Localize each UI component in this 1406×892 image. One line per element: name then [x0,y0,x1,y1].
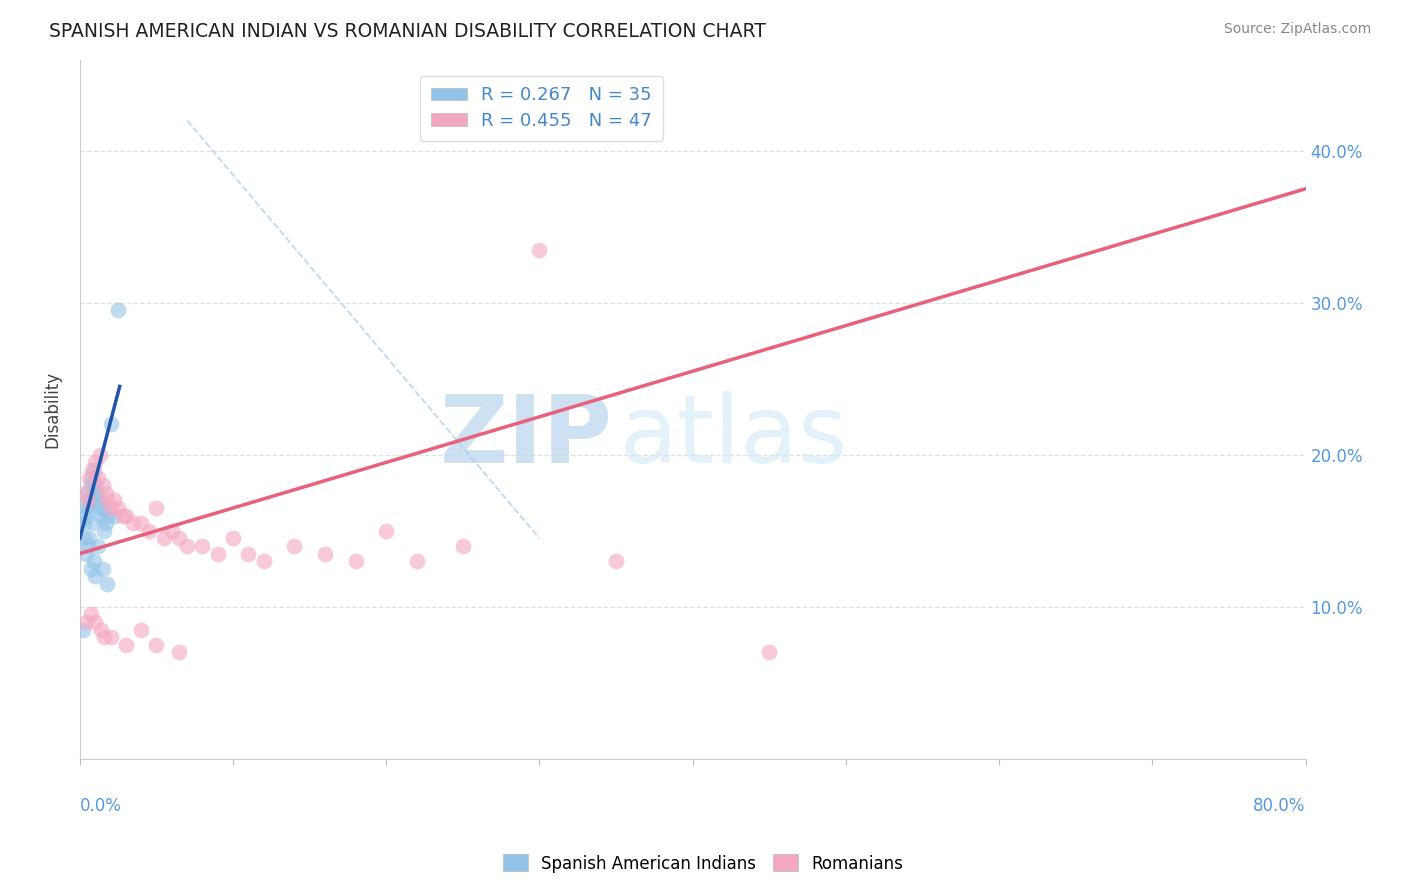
Point [451,539,474,553]
Point [73,485,96,500]
Text: atlas: atlas [619,392,848,483]
Point [107,303,129,318]
Point [75,508,97,523]
Point [76,539,98,553]
Point [82,463,104,477]
Point [100,630,122,644]
Point [176,539,198,553]
Legend: Spanish American Indians, Romanians: Spanish American Indians, Romanians [496,847,910,880]
Point [79,562,101,576]
Point [169,532,191,546]
Point [76,485,98,500]
Point [222,532,245,546]
Point [86,485,108,500]
Point [91,562,114,576]
Point [160,524,183,538]
Point [129,623,152,637]
Point [76,493,98,508]
Text: Source: ZipAtlas.com: Source: ZipAtlas.com [1223,22,1371,37]
Point [73,532,96,546]
Point [73,516,96,531]
Point [87,470,110,484]
Point [75,500,97,515]
Point [93,524,115,538]
Point [207,547,229,561]
Point [94,485,117,500]
Point [77,532,100,546]
Point [153,532,176,546]
Text: ZIP: ZIP [440,392,613,483]
Point [103,493,125,508]
Point [84,478,107,492]
Point [84,485,107,500]
Point [605,554,627,568]
Point [114,508,136,523]
Point [87,539,110,553]
Point [87,493,110,508]
Y-axis label: Disability: Disability [44,371,60,448]
Point [84,615,107,629]
Point [96,493,118,508]
Point [169,645,191,659]
Point [145,500,167,515]
Point [96,577,118,591]
Point [111,508,134,523]
Point [89,500,111,515]
Point [122,516,145,531]
Point [91,500,114,515]
Point [84,455,107,469]
Point [96,508,118,523]
Text: SPANISH AMERICAN INDIAN VS ROMANIAN DISABILITY CORRELATION CHART: SPANISH AMERICAN INDIAN VS ROMANIAN DISA… [49,22,766,41]
Point [83,554,105,568]
Point [72,623,94,637]
Legend: R = 0.267   N = 35, R = 0.455   N = 47: R = 0.267 N = 35, R = 0.455 N = 47 [420,76,662,141]
Point [90,508,112,523]
Point [253,554,276,568]
Point [100,500,122,515]
Point [406,554,429,568]
Point [191,539,214,553]
Point [75,615,97,629]
Point [77,470,100,484]
Point [758,645,780,659]
Point [82,470,104,484]
Point [79,493,101,508]
Point [283,539,305,553]
Point [90,623,112,637]
Point [76,493,98,508]
Point [344,554,367,568]
Point [83,463,105,477]
Point [79,607,101,622]
Point [238,547,260,561]
Point [75,547,97,561]
Point [314,547,336,561]
Point [138,524,160,538]
Point [84,569,107,583]
Point [82,516,104,531]
Point [129,516,152,531]
Point [89,448,111,462]
Point [91,478,114,492]
Point [100,417,122,432]
Point [529,243,551,257]
Text: 0.0%: 0.0% [80,797,122,815]
Point [79,478,101,492]
Point [107,500,129,515]
Point [375,524,398,538]
Point [94,516,117,531]
Point [103,508,125,523]
Point [77,500,100,515]
Text: 80.0%: 80.0% [1253,797,1306,815]
Point [145,638,167,652]
Point [114,638,136,652]
Point [93,630,115,644]
